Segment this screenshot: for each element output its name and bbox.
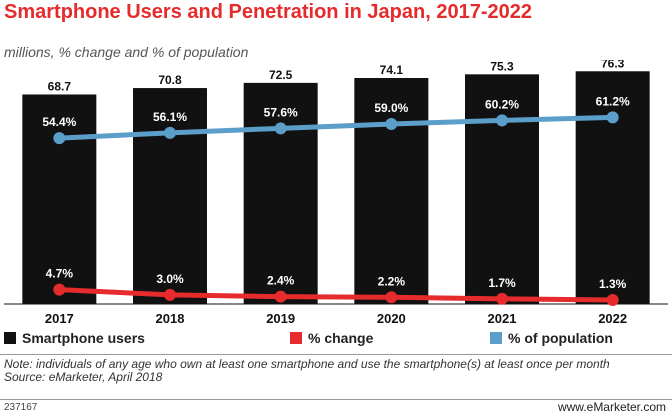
bar-2022 <box>575 71 650 304</box>
legend-item-smartphone-users: Smartphone users <box>4 330 145 346</box>
x-tick-2022: 2022 <box>598 311 627 326</box>
chart-subtitle: millions, % change and % of population <box>4 44 249 60</box>
chart-plot: 68.7 70.8 72.5 74.1 75.3 76.3 54.4% 56.1% 57.6% 5… <box>4 60 668 326</box>
bar-label-2021: 75.3 <box>490 60 514 73</box>
legend-swatch-smartphone-users <box>4 332 16 344</box>
legend-label-smartphone-users: Smartphone users <box>22 330 145 346</box>
chart-note-block: Note: individuals of any age who own at … <box>4 358 668 384</box>
change-point-2020 <box>385 291 398 304</box>
change-label-2017: 4.7% <box>46 267 74 281</box>
change-label-2018: 3.0% <box>156 272 184 286</box>
legend-label-percent-population: % of population <box>508 330 613 346</box>
change-label-2020: 2.2% <box>378 274 406 288</box>
change-point-2021 <box>496 292 508 305</box>
change-label-2022: 1.3% <box>599 277 627 291</box>
brand-url: www.eMarketer.com <box>557 400 666 414</box>
legend-item-percent-change: % change <box>290 330 373 346</box>
change-label-2019: 2.4% <box>267 274 295 288</box>
population-label-2019: 57.6% <box>264 105 298 119</box>
population-point-2018 <box>164 126 176 139</box>
population-label-2018: 56.1% <box>153 110 187 124</box>
bar-2019 <box>243 82 318 304</box>
chart-title: Smartphone Users and Penetration in Japa… <box>4 1 532 23</box>
bar-2018 <box>133 88 207 304</box>
bar-label-2022: 76.3 <box>601 60 625 70</box>
bar-2021 <box>465 74 539 305</box>
bar-label-2018: 70.8 <box>158 73 182 87</box>
bar-label-2019: 72.5 <box>269 68 293 82</box>
legend-item-percent-population: % of population <box>490 330 613 346</box>
x-tick-2020: 2020 <box>377 311 406 326</box>
chart-id: 237167 <box>4 402 38 413</box>
population-label-2017: 54.4% <box>42 115 76 129</box>
population-point-2019 <box>274 122 287 135</box>
divider-top <box>0 354 672 355</box>
population-label-2020: 59.0% <box>374 101 408 115</box>
legend-swatch-percent-population <box>490 332 502 344</box>
bar-label-2017: 68.7 <box>48 79 72 93</box>
divider-bottom <box>0 399 672 400</box>
chart-note: Note: individuals of any age who own at … <box>4 357 610 371</box>
population-point-2021 <box>496 114 508 127</box>
chart-legend: Smartphone users % change % of populatio… <box>0 330 672 350</box>
x-tick-2019: 2019 <box>266 311 295 326</box>
change-line <box>59 287 613 303</box>
bar-2017 <box>22 94 97 304</box>
population-line <box>59 114 613 141</box>
x-tick-2017: 2017 <box>45 311 74 326</box>
bar-2020 <box>354 77 429 305</box>
population-label-2022: 61.2% <box>596 94 630 108</box>
legend-label-percent-change: % change <box>308 330 374 346</box>
legend-swatch-percent-change <box>290 332 302 344</box>
population-point-2020 <box>385 118 398 131</box>
population-point-2017 <box>53 132 66 145</box>
change-point-2022 <box>606 294 619 307</box>
population-label-2021: 60.2% <box>485 97 519 111</box>
change-point-2017 <box>53 283 66 296</box>
x-tick-2018: 2018 <box>156 311 185 326</box>
change-label-2021: 1.7% <box>488 276 516 290</box>
x-tick-2021: 2021 <box>488 311 517 326</box>
change-point-2018 <box>164 288 176 301</box>
population-point-2022 <box>606 111 619 124</box>
bar-label-2020: 74.1 <box>380 63 404 77</box>
change-point-2019 <box>274 290 287 303</box>
chart-source: Source: eMarketer, April 2018 <box>4 370 163 384</box>
